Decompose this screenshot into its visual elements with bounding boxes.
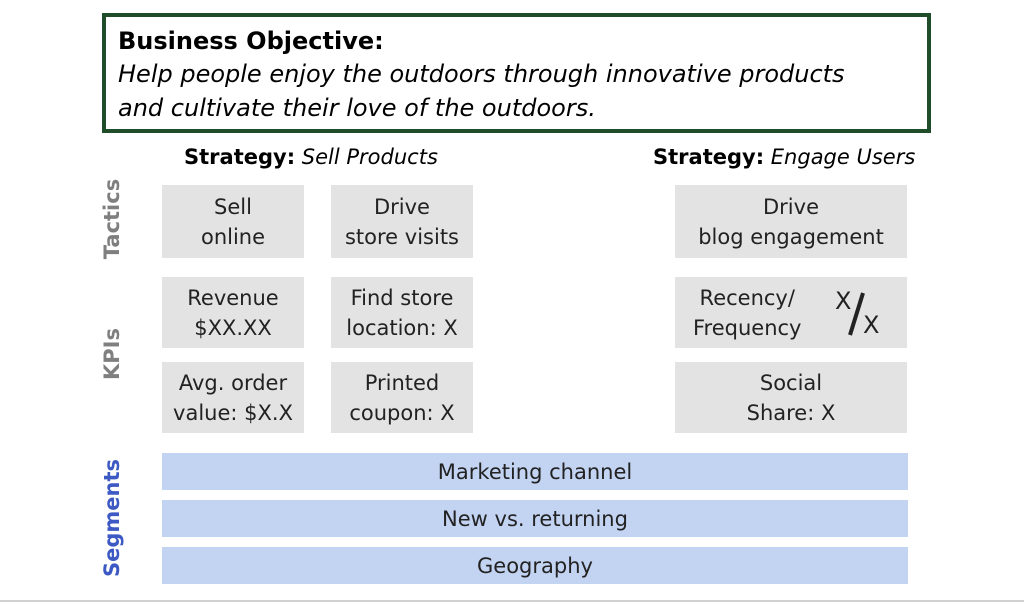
- fraction-icon: X X: [835, 287, 879, 339]
- kpi-label: Find store location: X: [346, 285, 458, 340]
- tactic-label: Sell online: [200, 194, 266, 249]
- row-label-kpis: KPIs: [100, 328, 124, 380]
- kpi-revenue: Revenue $XX.XX: [162, 277, 304, 348]
- segment-label: Marketing channel: [437, 459, 633, 484]
- objective-line-2: and cultivate their love of the outdoors…: [118, 94, 596, 122]
- fraction-slash: [848, 292, 865, 336]
- tactic-drive-blog-engagement: Drive blog engagement: [675, 185, 907, 258]
- row-label-tactics: Tactics: [100, 178, 124, 260]
- fraction-numerator: X: [835, 287, 851, 315]
- objective-line-1: Help people enjoy the outdoors through i…: [118, 60, 845, 88]
- objective-heading: Business Objective:: [118, 27, 384, 55]
- tactic-sell-online: Sell online: [162, 185, 304, 258]
- kpi-label: Revenue $XX.XX: [187, 285, 279, 340]
- segment-label: New vs. returning: [442, 506, 628, 531]
- strategy-engage-users: Strategy: Engage Users: [653, 143, 915, 171]
- strategy-name: Sell Products: [301, 145, 438, 169]
- kpi-label: Avg. order value: $X.X: [173, 370, 293, 425]
- strategy-prefix: Strategy:: [184, 145, 296, 169]
- kpi-social-share: Social Share: X: [675, 362, 907, 433]
- kpi-recency-frequency: Recency/ Frequency: [675, 277, 907, 348]
- segment-new-vs-returning: New vs. returning: [162, 500, 908, 537]
- strategy-prefix: Strategy:: [653, 145, 765, 169]
- kpi-avg-order-value: Avg. order value: $X.X: [162, 362, 304, 433]
- strategy-sell-products: Strategy: Sell Products: [184, 143, 438, 171]
- strategy-name: Engage Users: [770, 145, 916, 169]
- tactic-label: Drive blog engagement: [698, 194, 884, 249]
- segment-marketing-channel: Marketing channel: [162, 453, 908, 490]
- tactic-drive-store-visits: Drive store visits: [331, 185, 473, 258]
- kpi-label: Recency/ Frequency: [693, 285, 802, 340]
- tactic-label: Drive store visits: [344, 194, 459, 249]
- row-label-segments: Segments: [100, 459, 124, 578]
- kpi-label: Social Share: X: [746, 370, 836, 425]
- kpi-label: Printed coupon: X: [349, 370, 455, 425]
- bottom-divider: [0, 600, 1024, 602]
- kpi-find-store-location: Find store location: X: [331, 277, 473, 348]
- kpi-printed-coupon: Printed coupon: X: [331, 362, 473, 433]
- business-objective-box: Business Objective: Help people enjoy th…: [102, 13, 931, 133]
- segment-label: Geography: [477, 553, 593, 578]
- fraction-denominator: X: [863, 311, 879, 339]
- segment-geography: Geography: [162, 547, 908, 584]
